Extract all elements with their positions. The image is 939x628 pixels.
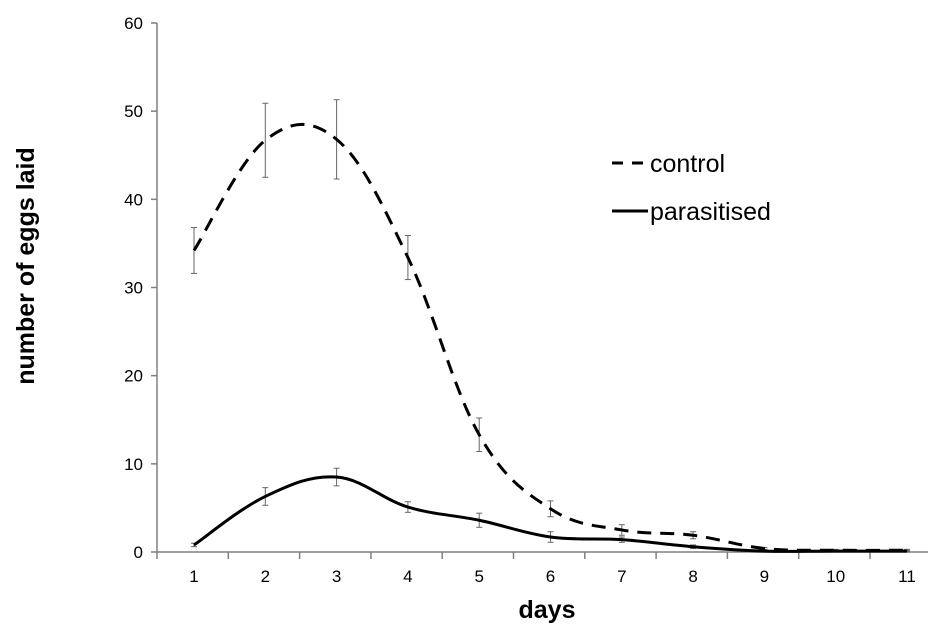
x-ticks: 1 2 3 4 5 6 7 8 9 10 11 [156, 552, 916, 586]
error-bars [191, 99, 910, 553]
x-axis-title: days [519, 596, 576, 624]
x-tick-label: 4 [403, 567, 412, 586]
y-tick-label: 30 [124, 279, 143, 298]
axes [156, 23, 928, 553]
series-lines [192, 122, 908, 553]
x-tick-label: 7 [617, 567, 626, 586]
control-line [192, 122, 908, 552]
x-tick-label: 3 [332, 567, 341, 586]
y-tick-label: 40 [124, 190, 143, 209]
parasitised-line [193, 475, 907, 553]
y-tick-label: 60 [124, 14, 143, 33]
x-tick-label: 8 [688, 567, 697, 586]
x-tick-label: 2 [261, 567, 270, 586]
x-tick-label: 5 [474, 567, 483, 586]
y-tick-label: 20 [124, 367, 143, 386]
x-tick-label: 11 [898, 567, 916, 586]
x-tick-label: 6 [546, 567, 555, 586]
x-tick-label: 9 [760, 567, 769, 586]
x-tick-label: 1 [189, 567, 198, 586]
legend: control parasitised [612, 150, 771, 226]
y-tick-label: 50 [124, 102, 143, 121]
y-tick-label: 10 [124, 455, 143, 474]
x-tick-label: 10 [826, 567, 845, 586]
y-tick-label: 0 [134, 543, 143, 562]
control-legend-label: control [650, 150, 725, 178]
y-ticks: 0 10 20 30 40 50 60 [124, 14, 157, 562]
parasitised-legend-label: parasitised [650, 198, 771, 226]
y-axis-title: number of eggs laid [12, 147, 40, 385]
